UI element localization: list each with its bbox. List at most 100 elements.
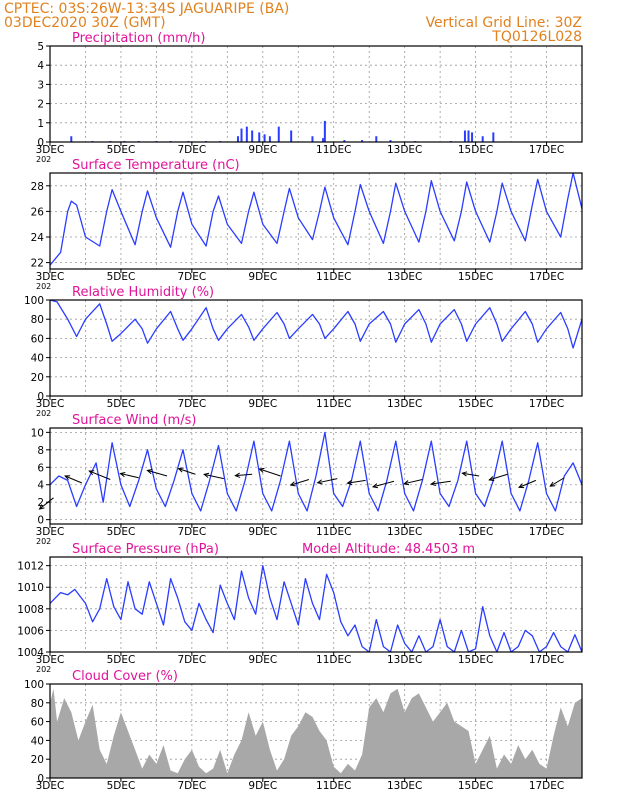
panel3-ytick-label: 20 xyxy=(31,372,44,384)
panel1-title: Precipitation (mm/h) xyxy=(72,31,205,46)
panel5-xtick-label: 3DEC xyxy=(36,654,65,666)
panel4-wind-vector xyxy=(64,475,83,484)
panel2-xtick-label: 17DEC xyxy=(529,271,564,283)
panel1-precip-bar xyxy=(70,136,73,142)
panel6-xtick-label: 5DEC xyxy=(107,780,136,792)
panel1-ytick-label: 0 xyxy=(37,137,44,149)
panel5-ytick-label: 1008 xyxy=(17,604,44,616)
panel4-wind-vector xyxy=(462,472,480,477)
panel5-xtick-label: 5DEC xyxy=(107,654,136,666)
panel3-xtick-label: 15DEC xyxy=(458,398,493,410)
panel2-ytick-label: 24 xyxy=(31,232,45,244)
panel6-cloud-area xyxy=(50,688,582,778)
panel4-wind-vector-head xyxy=(146,469,153,475)
panel6-ytick-label: 20 xyxy=(31,754,44,766)
panel3-ytick-label: 0 xyxy=(37,391,44,403)
panel4-wind-vector-head xyxy=(203,472,210,478)
panel4-wind-vector xyxy=(404,479,423,485)
panel1-precip-bar xyxy=(467,130,470,142)
panel1-precip-bar xyxy=(471,132,474,142)
panel4-series-line xyxy=(49,431,583,512)
panel1-precip-bar xyxy=(263,134,266,142)
panel2-xtick-label: 9DEC xyxy=(248,271,277,283)
panel4-wind-vector xyxy=(518,479,537,488)
panel2-year-label: 202 xyxy=(36,282,51,291)
panel2-xtick-label: 3DEC xyxy=(36,271,65,283)
panel4-xtick-label: 3DEC xyxy=(36,526,65,538)
panel4-xtick-label: 7DEC xyxy=(177,526,206,538)
panel5-ytick-label: 1004 xyxy=(17,647,44,659)
panel4-wind-vector xyxy=(235,473,253,477)
panel3-frame xyxy=(49,299,583,397)
panel4-wind-vector-head xyxy=(371,483,379,489)
panel4-wind-vector-head xyxy=(234,472,241,478)
panel3-ytick-label: 80 xyxy=(31,314,44,326)
panel6-ytick-label: 40 xyxy=(31,735,44,747)
panel3-ytick-label: 60 xyxy=(31,333,44,345)
panel4-xtick-label: 17DEC xyxy=(529,526,564,538)
panel1-precip-bar xyxy=(251,130,254,142)
panel3-xtick-label: 13DEC xyxy=(387,398,422,410)
panel1-precip-bar xyxy=(463,130,466,142)
panel4-xtick-label: 9DEC xyxy=(248,526,277,538)
panel2-xtick-label: 5DEC xyxy=(107,271,136,283)
panel6-ytick-label: 60 xyxy=(31,717,44,729)
panel6-title: Cloud Cover (%) xyxy=(72,669,178,684)
panel4-wind-vector xyxy=(372,480,395,488)
panel6-frame xyxy=(49,683,583,779)
panel4-wind-vector-head xyxy=(403,480,410,486)
panel4-ytick-label: 6 xyxy=(37,462,44,474)
panel1-precip-bar xyxy=(290,130,293,142)
panel5-title: Surface Pressure (hPa) xyxy=(72,542,219,557)
chart-header: CPTEC: 03S:26W-13:34S JAGUARIPE (BA) 03D… xyxy=(0,0,618,46)
panel4-wind-vector-head xyxy=(549,481,556,487)
panel6-xtick-label: 17DEC xyxy=(529,780,564,792)
panel1-precip-bar xyxy=(268,136,271,142)
panel3-year-label: 202 xyxy=(36,409,51,418)
panel5-xtick-label: 13DEC xyxy=(387,654,422,666)
panel3-xtick-label: 9DEC xyxy=(248,398,277,410)
panel2-xtick-label: 13DEC xyxy=(387,271,422,283)
panel1-ytick-label: 3 xyxy=(37,79,44,91)
panel4-xtick-label: 15DEC xyxy=(458,526,493,538)
panel4-wind-vector-head xyxy=(461,471,468,477)
panel4-wind-vector-head xyxy=(518,483,525,489)
panel4-wind-vector xyxy=(120,473,139,479)
panel3-ytick-label: 40 xyxy=(31,353,44,365)
panel1-precip-bar xyxy=(311,136,314,142)
panel3-xtick-label: 17DEC xyxy=(529,398,564,410)
panel5-ytick-label: 1010 xyxy=(17,582,44,594)
panel6-ytick-label: 80 xyxy=(31,698,44,710)
panel4-wind-vector xyxy=(39,497,54,510)
panel1-ytick-label: 4 xyxy=(37,60,44,72)
panel4-wind-vector-head xyxy=(88,470,95,476)
panel4-xtick-label: 5DEC xyxy=(107,526,136,538)
panel4-wind-vector xyxy=(259,468,281,477)
panel5-xtick-label: 7DEC xyxy=(177,654,206,666)
panel4-wind-vector-head xyxy=(177,467,184,473)
panel1-frame xyxy=(49,45,583,143)
panel1-precip-bar xyxy=(389,140,392,142)
panel4-wind-vector xyxy=(89,470,111,480)
panel2-ytick-label: 28 xyxy=(31,181,44,193)
panel6-xtick-label: 11DEC xyxy=(316,780,351,792)
panel4-wind-vector-head xyxy=(488,476,495,482)
panel3-xtick-label: 3DEC xyxy=(36,398,65,410)
panel6-ytick-label: 0 xyxy=(37,773,44,785)
panel1-precip-bar xyxy=(236,136,239,142)
panel4-wind-vector xyxy=(317,478,338,484)
panel5-xtick-label: 15DEC xyxy=(458,654,493,666)
panel5-xtick-label: 17DEC xyxy=(529,654,564,666)
model-resolution-label: TQ0126L028 xyxy=(492,29,582,45)
panel2-ytick-label: 26 xyxy=(31,206,45,218)
panel5-ytick-label: 1006 xyxy=(17,625,44,637)
panel6-xtick-label: 15DEC xyxy=(458,780,493,792)
panel3-series-line xyxy=(49,299,583,349)
panel5-year-label: 202 xyxy=(36,665,51,674)
panel6-xtick-label: 13DEC xyxy=(387,780,422,792)
panel4-ytick-label: 8 xyxy=(37,445,44,457)
panel4-wind-vector-head xyxy=(258,467,265,473)
panel2-title: Surface Temperature (nC) xyxy=(72,158,240,173)
panel1-xtick-label: 13DEC xyxy=(387,144,422,156)
